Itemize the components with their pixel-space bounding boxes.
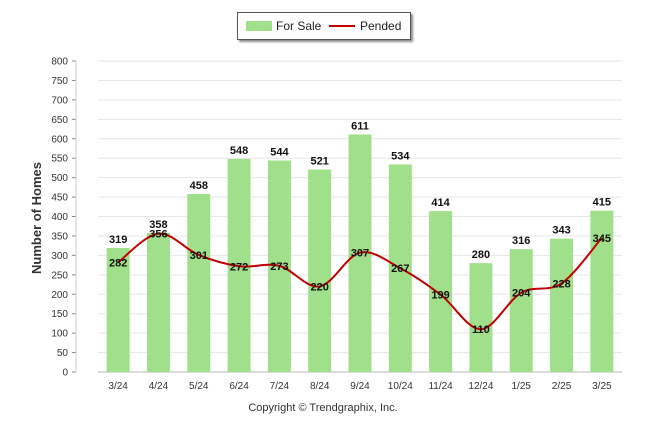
- x-tick-label: 1/25: [511, 381, 531, 392]
- legend-swatch-bar: [246, 21, 272, 31]
- y-tick-label: 50: [57, 348, 69, 359]
- y-tick-label: 350: [51, 231, 68, 242]
- x-tick-label: 4/24: [149, 381, 169, 392]
- bar-for-sale: [106, 247, 130, 372]
- line-value-label: 273: [270, 261, 288, 273]
- y-tick-label: 400: [51, 212, 68, 223]
- bar-for-sale: [550, 238, 574, 372]
- line-value-label: 228: [552, 278, 570, 290]
- bar-value-label: 611: [351, 120, 369, 132]
- legend-label-for-sale: For Sale: [276, 19, 322, 33]
- copyright-text: Copyright © Trendgraphix, Inc.: [248, 402, 398, 414]
- x-tick-label: 6/24: [229, 381, 249, 392]
- bar-value-label: 319: [109, 234, 127, 246]
- line-value-label: 345: [593, 233, 611, 245]
- y-tick-label: 500: [51, 173, 68, 184]
- y-axis-title: Number of Homes: [29, 162, 44, 274]
- line-value-label: 220: [311, 281, 329, 293]
- bar-for-sale: [590, 210, 614, 372]
- bar-value-label: 534: [391, 150, 410, 162]
- legend-label-pended: Pended: [360, 19, 402, 33]
- y-tick-label: 150: [51, 309, 68, 320]
- y-tick-label: 800: [51, 57, 68, 68]
- y-tick-label: 450: [51, 193, 68, 204]
- bar-value-label: 544: [270, 147, 289, 159]
- line-value-label: 110: [472, 324, 490, 336]
- line-value-label: 204: [512, 288, 531, 300]
- bar-value-label: 316: [512, 235, 530, 247]
- x-tick-label: 10/24: [388, 381, 413, 392]
- x-axis-ticks: 3/24 4/24 5/24 6/24 7/24 8/24 9/24 10/24 11/24 12…: [108, 381, 612, 392]
- bar-value-label: 358: [149, 219, 167, 231]
- bar-for-sale: [308, 169, 332, 372]
- bar-value-label: 415: [593, 197, 611, 209]
- y-tick-label: 550: [51, 154, 68, 165]
- x-tick-label: 11/24: [428, 381, 453, 392]
- line-value-label: 307: [351, 248, 369, 260]
- x-tick-label: 7/24: [270, 381, 290, 392]
- x-tick-label: 12/24: [468, 381, 493, 392]
- y-axis-ticks: 0 50 100 150 200 250 300 350 400 450 500 550 600 650 7…: [51, 57, 622, 379]
- x-tick-label: 9/24: [350, 381, 370, 392]
- y-tick-label: 300: [51, 251, 68, 262]
- line-value-label: 301: [190, 250, 208, 262]
- line-pended: [117, 232, 603, 331]
- y-tick-label: 750: [51, 76, 68, 87]
- y-tick-label: 650: [51, 115, 68, 126]
- y-tick-label: 600: [51, 134, 68, 145]
- legend-swatch-line: [329, 25, 355, 27]
- line-value-label: 282: [109, 257, 127, 269]
- bar-for-sale: [509, 249, 533, 372]
- bar-value-label: 548: [230, 145, 248, 157]
- x-tick-label: 3/25: [592, 381, 612, 392]
- x-tick-label: 8/24: [310, 381, 330, 392]
- line-value-label: 272: [230, 261, 248, 273]
- bar-for-sale: [429, 211, 453, 372]
- line-value-label: 199: [431, 290, 449, 302]
- line-value-label: 267: [391, 263, 409, 275]
- pended-line: [117, 232, 603, 331]
- bar-value-label: 343: [552, 225, 570, 237]
- x-tick-label: 2/25: [552, 381, 572, 392]
- bar-value-label: 521: [311, 155, 329, 167]
- bar-value-label: 458: [190, 180, 208, 192]
- y-tick-label: 700: [51, 95, 68, 106]
- line-value-label: 356: [149, 229, 167, 241]
- bar-for-sale: [469, 263, 493, 372]
- legend: For Sale Pended: [237, 12, 411, 40]
- bar-for-sale: [187, 193, 211, 372]
- x-tick-label: 3/24: [108, 381, 128, 392]
- value-labels: 319 358 458 548 544 521 611 534 414 280 316 343 415 2…: [109, 120, 611, 336]
- y-tick-label: 100: [51, 329, 68, 340]
- y-tick-label: 250: [51, 270, 68, 281]
- bar-value-label: 414: [431, 197, 450, 209]
- y-tick-label: 0: [62, 368, 68, 379]
- bar-value-label: 280: [472, 249, 490, 261]
- x-tick-label: 5/24: [189, 381, 209, 392]
- y-tick-label: 200: [51, 290, 68, 301]
- bar-for-sale: [146, 232, 170, 372]
